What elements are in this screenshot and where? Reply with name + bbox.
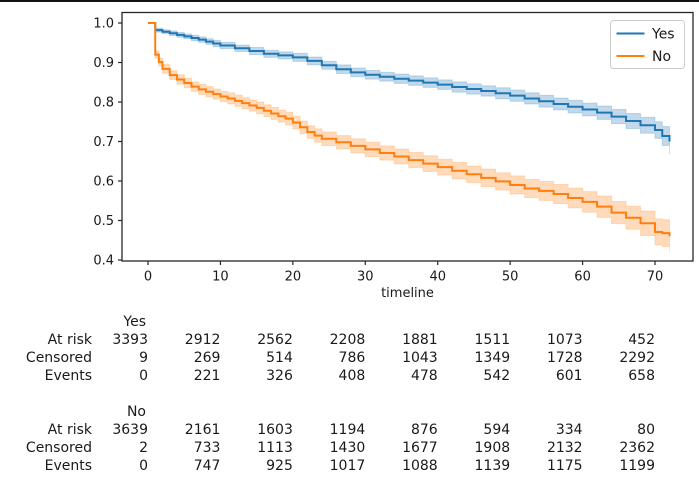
table-cell: 2292 [619,350,655,366]
table-cell: 1199 [619,458,655,474]
table-cell: 1603 [257,422,293,438]
ci-band-no [148,22,670,253]
table-cell: 9 [139,350,148,366]
table-cell: 1430 [330,440,366,456]
table-row-label: At risk [48,422,93,438]
table-cell: 221 [194,368,221,384]
y-tick-label: 0.5 [93,214,114,229]
x-tick-label: 40 [429,270,446,285]
table-cell: 80 [637,422,655,438]
x-tick-label: 60 [574,270,591,285]
table-cell: 2362 [619,440,655,456]
table-row-label: Censored [26,440,92,456]
table-cell: 3639 [112,422,148,438]
table-cell: 1908 [475,440,511,456]
table-row-label: At risk [48,332,93,348]
y-tick-label: 0.6 [93,175,114,190]
y-tick-label: 1.0 [93,17,114,32]
table-cell: 1175 [547,458,583,474]
table-group-label-no: No [127,404,146,420]
table-row-label: Events [45,368,92,384]
table-cell: 1511 [475,332,511,348]
table-row-label: Events [45,458,92,474]
series-line-no [148,22,671,237]
table-cell: 1073 [547,332,583,348]
table-cell: 1043 [402,350,438,366]
legend: Yes No [610,20,685,69]
legend-label-no: No [652,49,671,65]
table-cell: 1881 [402,332,438,348]
table-cell: 1139 [475,458,511,474]
y-tick-label: 0.9 [93,56,114,71]
table-cell: 3393 [112,332,148,348]
axes [118,11,694,265]
table-cell: 1728 [547,350,583,366]
table-cell: 0 [139,458,148,474]
table-cell: 2132 [547,440,583,456]
series-line-yes [148,22,671,142]
table-cell: 786 [339,350,366,366]
table-cell: 0 [139,368,148,384]
table-cell: 514 [266,350,293,366]
tick-labels: 0 10 20 30 40 50 60 70 1.0 0.9 0.8 0.7 0.6 0.5 0.4 [93,17,663,285]
table-cell: 2912 [185,332,221,348]
table-cell: 2 [139,440,148,456]
y-tick-label: 0.7 [93,135,114,150]
table-cell: 326 [266,368,293,384]
y-tick-label: 0.4 [93,254,114,269]
table-cell: 601 [556,368,583,384]
table-cell: 733 [194,440,221,456]
table-cell: 925 [266,458,293,474]
table-cell: 269 [194,350,221,366]
table-cell: 2161 [185,422,221,438]
window-top-border [0,0,699,2]
table-cell: 334 [556,422,583,438]
plot-frame [121,11,694,262]
table-cell: 2208 [330,332,366,348]
table-cell: 1677 [402,440,438,456]
x-tick-label: 50 [502,270,519,285]
x-tick-label: 0 [144,270,152,285]
x-tick-label: 30 [357,270,374,285]
survival-curves [148,22,671,237]
ci-band-yes [148,22,670,155]
table-cell: 478 [411,368,438,384]
table-row-label: Censored [26,350,92,366]
table-cell: 1194 [330,422,366,438]
table-cell: 408 [339,368,366,384]
x-tick-label: 10 [212,270,229,285]
table-cell: 1113 [257,440,293,456]
at-risk-table: Yes At risk 3393 2912 2562 2208 1881 1511 1073 45… [26,314,655,474]
table-cell: 542 [483,368,510,384]
x-axis-label: timeline [381,286,434,301]
legend-label-yes: Yes [651,27,675,43]
confidence-bands [148,22,670,253]
table-group-label-yes: Yes [122,314,146,330]
table-cell: 594 [483,422,510,438]
table-cell: 452 [628,332,655,348]
table-cell: 747 [194,458,221,474]
x-tick-label: 20 [285,270,302,285]
table-cell: 876 [411,422,438,438]
table-cell: 2562 [257,332,293,348]
table-cell: 1017 [330,458,366,474]
table-cell: 1088 [402,458,438,474]
x-tick-label: 70 [647,270,664,285]
y-tick-label: 0.8 [93,96,114,111]
table-cell: 658 [628,368,655,384]
table-cell: 1349 [475,350,511,366]
